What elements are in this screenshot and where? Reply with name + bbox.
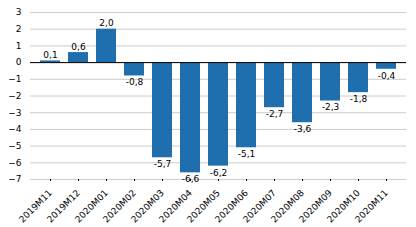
svg-text:−3: −3: [8, 108, 21, 118]
svg-text:2020M06: 2020M06: [213, 187, 250, 225]
svg-text:−4: −4: [8, 124, 22, 134]
svg-text:-6,2: -6,2: [210, 168, 228, 178]
svg-text:2020M10: 2020M10: [325, 187, 362, 225]
svg-text:-3,6: -3,6: [294, 124, 312, 134]
svg-text:2020M08: 2020M08: [269, 187, 306, 225]
svg-text:2020M05: 2020M05: [185, 187, 222, 225]
svg-text:−1: −1: [8, 74, 21, 84]
svg-text:2: 2: [16, 24, 22, 34]
svg-text:3: 3: [16, 7, 22, 17]
svg-text:-2,7: -2,7: [266, 109, 284, 119]
svg-text:2020M02: 2020M02: [101, 187, 138, 225]
svg-text:0,6: 0,6: [71, 42, 86, 52]
svg-text:1: 1: [16, 41, 22, 51]
svg-text:-5,7: -5,7: [154, 159, 172, 169]
svg-text:2020M07: 2020M07: [241, 187, 278, 225]
svg-text:2019M11: 2019M11: [17, 187, 54, 225]
svg-text:−2: −2: [8, 91, 21, 101]
svg-text:-0,4: -0,4: [378, 71, 396, 81]
svg-text:−7: −7: [8, 174, 21, 184]
svg-text:−5: −5: [8, 141, 21, 151]
svg-text:-0,8: -0,8: [126, 77, 144, 87]
svg-text:-2,3: -2,3: [322, 102, 340, 112]
svg-text:-5,1: -5,1: [238, 149, 256, 159]
svg-text:−6: −6: [8, 158, 22, 168]
svg-text:0: 0: [16, 57, 22, 67]
svg-text:2020M04: 2020M04: [157, 187, 194, 225]
svg-text:-1,8: -1,8: [350, 94, 368, 104]
svg-text:2020M11: 2020M11: [353, 188, 390, 225]
svg-text:2020M01: 2020M01: [73, 187, 110, 225]
svg-text:0,1: 0,1: [43, 50, 57, 60]
svg-text:2,0: 2,0: [99, 18, 114, 28]
svg-text:-6,6: -6,6: [182, 174, 200, 184]
svg-text:2019M12: 2019M12: [45, 187, 82, 225]
svg-text:2020M03: 2020M03: [129, 187, 166, 225]
svg-text:2020M09: 2020M09: [297, 187, 334, 225]
